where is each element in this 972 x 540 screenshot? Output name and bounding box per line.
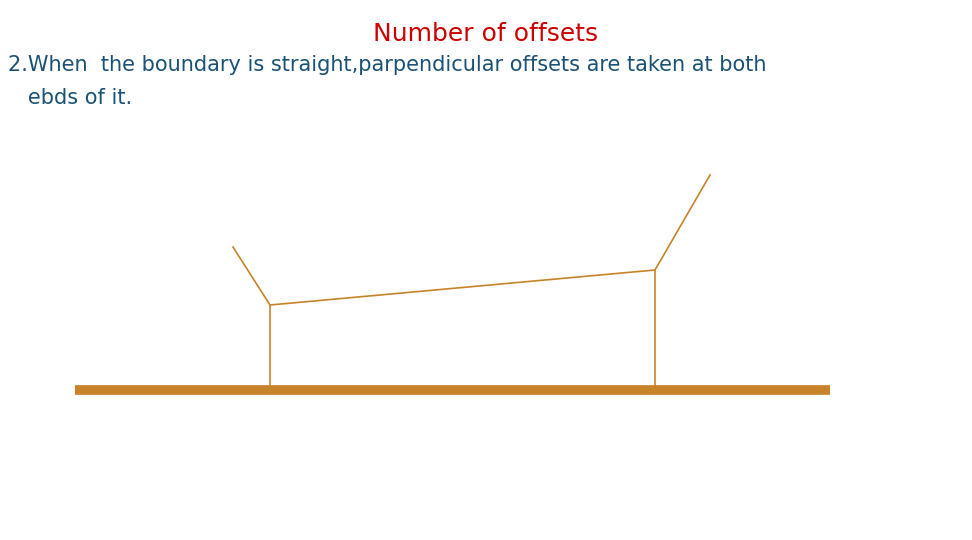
Text: Number of offsets: Number of offsets: [373, 22, 599, 46]
Text: 2.When  the boundary is straight,parpendicular offsets are taken at both: 2.When the boundary is straight,parpendi…: [8, 55, 767, 75]
Text: ebds of it.: ebds of it.: [8, 88, 132, 108]
